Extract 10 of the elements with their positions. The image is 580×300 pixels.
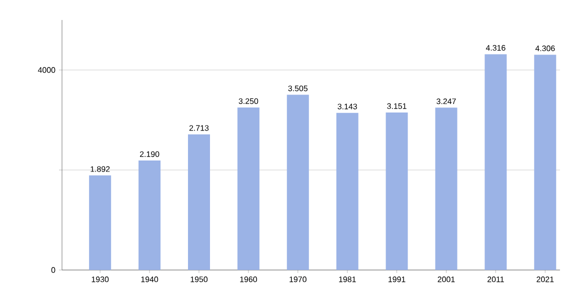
bar [138, 160, 161, 270]
bar [237, 108, 260, 270]
bar [386, 112, 408, 270]
bar [336, 112, 358, 270]
bar [89, 175, 112, 270]
bar [286, 94, 309, 270]
bar [188, 134, 210, 270]
bar [484, 54, 507, 270]
bar [534, 54, 556, 270]
bar [435, 108, 458, 270]
